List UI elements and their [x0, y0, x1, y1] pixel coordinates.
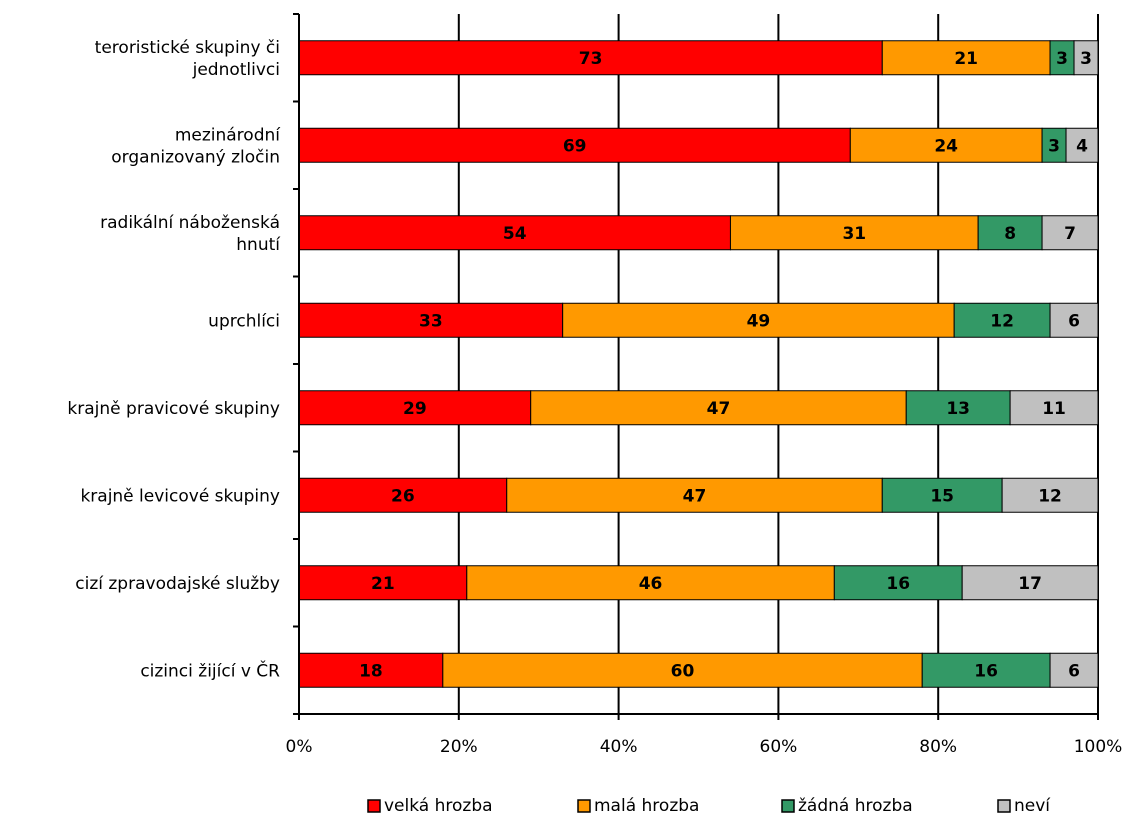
- data-label: 26: [391, 486, 415, 506]
- bar-segment: [298, 40, 883, 76]
- data-label: 31: [842, 224, 866, 244]
- data-label: 54: [503, 224, 527, 244]
- data-label: 60: [671, 661, 695, 681]
- category-label: uprchlíci: [208, 311, 280, 331]
- legend-label: žádná hrozba: [798, 796, 913, 816]
- bar-segment: [1065, 127, 1099, 163]
- bar-segment: [466, 565, 835, 601]
- data-label: 12: [1038, 486, 1062, 506]
- legend-swatch: [577, 799, 591, 813]
- data-label: 8: [1004, 224, 1016, 244]
- bar-segment: [953, 302, 1051, 338]
- x-tick-label: 0%: [286, 737, 313, 757]
- legend-label: velká hrozba: [384, 796, 493, 816]
- data-label: 69: [563, 136, 587, 156]
- category-label: cizinci žijící v ČR: [140, 659, 280, 681]
- data-label: 4: [1076, 136, 1088, 156]
- legend-swatch: [781, 799, 795, 813]
- data-label: 17: [1018, 574, 1042, 594]
- category-label: krajně levicové skupiny: [80, 486, 280, 506]
- axes: [293, 13, 1099, 720]
- data-label: 12: [990, 311, 1014, 331]
- data-label: 6: [1068, 661, 1080, 681]
- x-tick-label: 80%: [919, 737, 957, 757]
- x-tick-label: 100%: [1074, 737, 1123, 757]
- data-label: 18: [359, 661, 383, 681]
- data-label: 16: [974, 661, 998, 681]
- legend-label: malá hrozba: [594, 796, 699, 816]
- category-label: cizí zpravodajské služby: [75, 574, 280, 594]
- category-label: organizovaný zločin: [111, 147, 280, 167]
- bar-segment: [298, 565, 468, 601]
- bar-segment: [1001, 477, 1099, 513]
- category-label: krajně pravicové skupiny: [67, 399, 280, 419]
- bar-segment: [1073, 40, 1099, 76]
- bar-segment: [562, 302, 955, 338]
- bar-segment: [298, 390, 532, 426]
- data-label: 49: [747, 311, 771, 331]
- bar-segment: [442, 652, 923, 688]
- data-label: 6: [1068, 311, 1080, 331]
- legend-swatch: [997, 799, 1011, 813]
- category-label: jednotlivci: [192, 60, 280, 80]
- x-tick-label: 60%: [760, 737, 798, 757]
- bar-segment: [1049, 652, 1099, 688]
- data-label: 3: [1048, 136, 1060, 156]
- legend-label: neví: [1014, 796, 1051, 816]
- data-label: 3: [1056, 49, 1068, 69]
- data-label: 21: [954, 49, 978, 69]
- category-label: hnutí: [236, 235, 281, 255]
- legend-swatch: [367, 799, 381, 813]
- data-label: 47: [683, 486, 707, 506]
- bar-segment: [1009, 390, 1099, 426]
- x-tick-label: 40%: [600, 737, 638, 757]
- bar-segment: [849, 127, 1043, 163]
- data-label: 46: [639, 574, 663, 594]
- category-label: mezinárodní: [175, 125, 281, 145]
- data-label: 29: [403, 399, 427, 419]
- bar-segment: [977, 215, 1043, 251]
- bar-segment: [881, 477, 1003, 513]
- bar-segment: [298, 477, 508, 513]
- data-label: 24: [934, 136, 958, 156]
- bar-segment: [961, 565, 1099, 601]
- data-label: 47: [707, 399, 731, 419]
- category-label: radikální náboženská: [100, 213, 280, 233]
- data-label: 16: [886, 574, 910, 594]
- x-tick-labels: 0% 20% 40% 60% 80% 100%: [286, 737, 1123, 757]
- bar-segment: [298, 652, 444, 688]
- data-label: 11: [1042, 399, 1066, 419]
- legend: velká hrozba malá hrozba žádná hrozba neví: [367, 796, 1051, 816]
- bar-segment: [1041, 215, 1099, 251]
- data-label: 33: [419, 311, 443, 331]
- gridlines: [457, 14, 1099, 714]
- bar-segment: [530, 390, 907, 426]
- category-label: teroristické skupiny či: [95, 38, 280, 58]
- bar-segment: [729, 215, 979, 251]
- bar-segment: [905, 390, 1011, 426]
- data-label: 13: [946, 399, 970, 419]
- data-label: 15: [930, 486, 954, 506]
- bar-segment: [833, 565, 963, 601]
- bar-segment: [1049, 302, 1099, 338]
- bar-segment: [921, 652, 1051, 688]
- data-label: 21: [371, 574, 395, 594]
- bar-segment: [881, 40, 1051, 76]
- x-tick-label: 20%: [440, 737, 478, 757]
- data-label: 73: [579, 49, 603, 69]
- data-label: 3: [1080, 49, 1092, 69]
- data-label: 7: [1064, 224, 1076, 244]
